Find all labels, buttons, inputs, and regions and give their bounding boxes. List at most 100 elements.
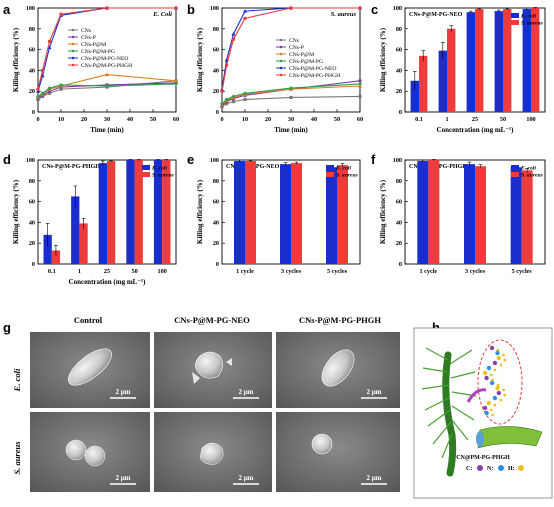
atom-bead [489,408,493,412]
bar [438,50,447,112]
atom-bead [493,368,497,372]
scale-bar-label: 2 μm [115,388,130,396]
bar [280,164,291,264]
panel-letter-a: a [3,2,11,17]
sem-row-saureus: S. aureus [12,441,22,475]
bacterium-pili [421,347,477,459]
data-point [358,81,362,86]
data-point [358,6,362,10]
x-tick-label: 40 [127,116,133,123]
y-tick-label: 20 [396,240,402,247]
chart-annotation: S. aureus [331,11,357,18]
sem-row-ecoli: E. coli [12,368,22,392]
data-point [243,9,247,13]
y-tick-label: 40 [213,67,219,74]
data-point [40,91,45,96]
atom-bead [495,385,500,391]
data-point [105,6,109,10]
scale-bar-label: 2 μm [115,474,130,482]
series-line [221,7,360,92]
y-tick-label: 80 [213,178,219,185]
y-tick-label: 80 [29,26,35,33]
y-axis-label: Killing efficiency (%) [12,27,20,92]
bar [79,223,88,264]
data-point [47,91,52,95]
carbon-nanotube [476,426,543,449]
data-point [47,86,52,91]
x-tick-label: 40 [311,116,317,123]
y-tick-label: 20 [213,88,219,95]
legend-label: S. aureus [521,173,543,179]
x-tick-label: 3 cycles [281,268,302,275]
x-axis-label: Time (min) [90,126,124,134]
data-point [105,72,109,77]
legend-label: CNs-P [289,45,304,51]
atom-bead [489,373,493,377]
legend-marker [71,35,75,39]
y-tick-label: 100 [393,5,402,12]
data-point [59,12,63,16]
chart-annotation: CNs-P@M-PG-PHGH [42,164,100,170]
x-tick-label: 60 [173,116,179,123]
data-point [243,91,247,96]
x-tick-label: 30 [288,116,294,123]
x-tick-label: 0 [220,116,223,123]
bar [153,160,163,264]
series-line [37,7,176,90]
legend-swatch [326,165,334,170]
legend-marker [71,63,75,67]
atom-bead [496,383,500,387]
cell-debris-neo [192,358,232,384]
y-tick-label: 40 [213,219,219,226]
y-tick-label: 100 [210,5,219,12]
x-tick-label: 0.1 [48,268,56,275]
y-tick-label: 100 [26,157,35,164]
schematic-panel: CN@PM-PG-PHGH C: N: H: [413,327,553,499]
y-tick-label: 20 [29,88,35,95]
data-point [47,45,52,50]
legend-marker [279,45,283,49]
data-point [220,89,224,93]
y-tick-label: 100 [393,157,402,164]
y-tick-label: 0 [32,261,35,268]
data-point [59,87,63,91]
x-tick-label: 0 [36,116,39,123]
zoom-ellipse [477,339,523,425]
bar [466,12,475,112]
data-point [47,39,52,43]
y-tick-label: 0 [216,109,219,116]
legend-swatch [142,172,150,177]
y-tick-label: 60 [213,47,219,54]
atom-bead [503,393,507,397]
scale-bars: 2 μm 2 μm 2 μm 2 μm 2 μm 2 μm [110,388,387,485]
x-tick-label: 50 [500,116,506,123]
scale-bar-label: 2 μm [238,388,253,396]
chart-c: 0 20 40 60 80 100 Killing efficiency (%) Concen… [379,5,546,134]
x-tick-label: 60 [357,116,363,123]
x-tick-label: 5 cycles [327,268,348,275]
bar [419,55,428,112]
y-axis-label: Killing efficiency (%) [379,179,387,244]
bar [134,160,143,264]
legend-marker [279,66,283,70]
atom-bead [486,400,491,406]
atom-bead [495,350,500,356]
sem-panel: Control CNs-P@M-PG-NEO CNs-P@M-PG-PHGH E… [12,315,400,492]
data-point [220,101,224,106]
bar [71,196,80,264]
data-point [36,87,40,91]
schematic-frame [413,327,553,499]
data-point [289,6,293,10]
y-tick-label: 60 [396,199,402,206]
atom-bead [502,388,505,392]
data-point [289,95,293,100]
legend-swatch [511,20,519,25]
x-tick-label: 30 [104,116,110,123]
legend-swatch [511,13,519,18]
y-tick-label: 80 [29,178,35,185]
data-point [243,97,247,102]
legend-label: CNs [81,28,91,34]
y-tick-label: 80 [213,26,219,33]
atom-bead [493,403,497,407]
atom-bead [496,355,502,361]
